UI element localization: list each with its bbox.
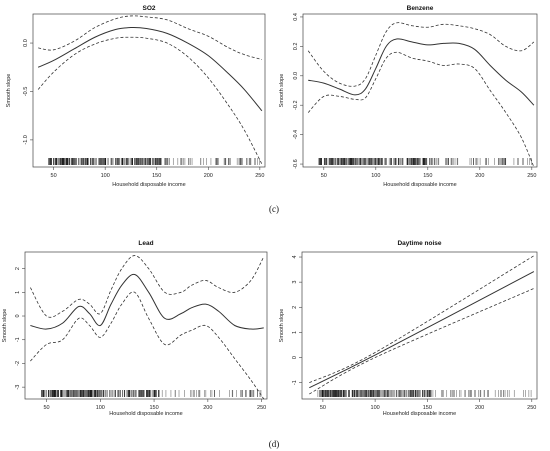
- y-tick-label-1: 1: [15, 291, 21, 294]
- y-tick-label-0-4: -0.4: [293, 130, 299, 139]
- x-axis-label: Household disposable income: [109, 411, 182, 417]
- y-axis-label: Smooth slope: [2, 309, 8, 343]
- series-lower-line: [309, 288, 535, 395]
- chart-title: Lead: [138, 240, 153, 247]
- series-lower-line: [307, 51, 535, 167]
- x-tick-label-150: 150: [423, 405, 432, 411]
- series-estimate-line: [37, 27, 263, 112]
- x-tick-label-250: 250: [527, 173, 536, 179]
- y-tick-label-0-2: 0.2: [293, 43, 299, 51]
- x-tick-label-50: 50: [43, 405, 49, 411]
- x-axis-label: Household disposable income: [112, 182, 185, 188]
- y-tick-label-2: 2: [292, 306, 298, 309]
- y-tick-label-0-0: 0.0: [293, 72, 299, 80]
- series-estimate-line: [309, 271, 535, 389]
- y-tick-label-0-6: -0.6: [293, 159, 299, 168]
- series-lower-line: [30, 291, 265, 399]
- y-tick-label-0-0: 0.0: [23, 39, 29, 47]
- series-upper-line: [309, 255, 535, 384]
- x-tick-label-200: 200: [204, 173, 213, 179]
- y-tick-label-2: 2: [15, 267, 21, 270]
- series-lower-line: [37, 36, 263, 165]
- series-estimate-line: [30, 273, 264, 330]
- rug-marks: [48, 158, 260, 165]
- x-tick-label-150: 150: [149, 405, 158, 411]
- y-tick-label-4: 4: [292, 255, 298, 258]
- x-tick-label-100: 100: [371, 405, 380, 411]
- x-tick-label-150: 150: [423, 173, 432, 179]
- chart-title: SO2: [142, 5, 155, 12]
- panel-benzene: Benzene 50 100 150 200 250 -0.6 -0.4 -0.2 0.0 0.2 0…: [279, 5, 538, 188]
- caption-c: (c): [269, 204, 279, 214]
- y-tick-label-1: -1: [15, 337, 21, 342]
- y-axis-label: Smooth slope: [279, 74, 285, 108]
- y-tick-label-1-0: -1.0: [23, 135, 29, 144]
- x-tick-label-200: 200: [203, 405, 212, 411]
- panel-lead: Lead 50 100 150 200 250 -3 -2 -1 0 1 2 Household dis…: [2, 240, 268, 417]
- x-tick-label-100: 100: [101, 173, 110, 179]
- series-upper-line: [38, 15, 263, 60]
- y-tick-label-0: 0: [15, 314, 21, 317]
- y-axis-label: Smooth slope: [279, 309, 285, 343]
- x-tick-label-200: 200: [475, 405, 484, 411]
- x-tick-label-250: 250: [257, 405, 266, 411]
- x-axis-label: Household disposable income: [383, 182, 456, 188]
- x-tick-label-50: 50: [321, 173, 327, 179]
- x-tick-label-50: 50: [51, 173, 57, 179]
- rug-marks: [317, 390, 532, 397]
- series-estimate-line: [308, 38, 535, 106]
- x-tick-label-50: 50: [320, 405, 326, 411]
- x-tick-label-150: 150: [152, 173, 161, 179]
- y-tick-label-0-2: -0.2: [293, 100, 299, 109]
- series-upper-line: [30, 255, 265, 318]
- y-tick-label-3: -3: [15, 385, 21, 390]
- y-axis-label: Smooth slope: [6, 74, 12, 108]
- caption-d: (d): [269, 439, 280, 449]
- plot-frame: [24, 251, 268, 400]
- x-axis-label: Household disposable income: [383, 411, 456, 417]
- y-tick-label-2: -2: [15, 361, 21, 366]
- y-tick-label-0-5: -0.5: [23, 87, 29, 96]
- panel-daytime-noise: Daytime noise 50 100 150 200 250 -1 0 1 2 3 4 Househ…: [279, 240, 538, 417]
- rug-marks: [41, 390, 262, 397]
- chart-title: Benzene: [407, 5, 434, 12]
- x-tick-label-250: 250: [527, 405, 536, 411]
- x-tick-label-250: 250: [255, 173, 264, 179]
- panel-so2: SO2 50 100 150 200 250 -1.0 -0.5 0.0 Household di…: [6, 5, 266, 188]
- plot-frame: [32, 13, 266, 168]
- y-tick-label-3: 3: [292, 281, 298, 284]
- y-tick-label-1: -1: [292, 380, 298, 385]
- chart-title: Daytime noise: [397, 240, 441, 247]
- y-tick-label-0-4: 0.4: [293, 13, 299, 21]
- plot-frame: [301, 251, 538, 400]
- y-tick-label-0: 0: [292, 356, 298, 359]
- y-tick-label-1: 1: [292, 331, 298, 334]
- x-tick-label-100: 100: [371, 173, 380, 179]
- series-upper-line: [307, 22, 535, 87]
- x-tick-label-100: 100: [96, 405, 105, 411]
- plot-frame: [302, 13, 538, 168]
- x-tick-label-200: 200: [475, 173, 484, 179]
- rug-marks: [318, 158, 532, 165]
